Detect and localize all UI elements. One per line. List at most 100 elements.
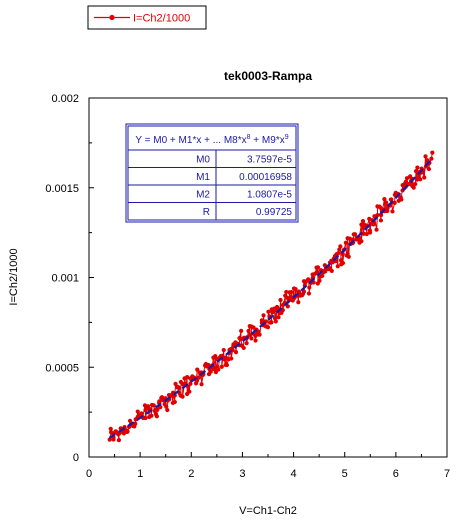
data-point <box>423 154 428 159</box>
data-point <box>364 231 369 237</box>
data-point <box>224 362 230 368</box>
fit-curve-line <box>108 158 433 439</box>
data-point <box>307 285 312 290</box>
data-point <box>338 244 343 249</box>
data-point <box>266 309 271 314</box>
data-point <box>257 332 262 337</box>
y-tick-label: 0.002 <box>51 93 79 105</box>
data-point <box>270 310 275 315</box>
data-point <box>241 345 246 351</box>
data-point <box>127 418 133 423</box>
data-point <box>315 269 320 275</box>
data-point <box>244 341 249 346</box>
data-point <box>239 328 244 334</box>
data-point <box>172 399 177 405</box>
data-point <box>276 315 281 320</box>
data-point <box>180 394 185 399</box>
data-point <box>139 411 144 416</box>
data-point <box>343 240 348 245</box>
fit-coef-value: 3.7597e-5 <box>247 155 292 166</box>
data-point <box>206 362 211 368</box>
data-point <box>135 409 140 414</box>
data-point <box>320 273 325 278</box>
y-axis-label: I=Ch2/1000 <box>8 248 20 305</box>
fit-table-inner <box>127 125 297 221</box>
data-point <box>411 185 416 190</box>
data-point <box>375 212 380 218</box>
data-point <box>340 260 346 266</box>
data-point <box>317 278 322 283</box>
data-point <box>116 438 122 443</box>
data-point <box>404 176 410 181</box>
data-point <box>211 366 216 372</box>
data-point <box>418 177 423 182</box>
data-point <box>246 328 251 334</box>
data-point <box>360 218 366 224</box>
data-point <box>269 320 274 325</box>
data-point <box>426 166 432 172</box>
data-point <box>273 319 278 324</box>
data-point <box>219 364 224 369</box>
data-point <box>284 289 289 295</box>
data-point <box>415 165 420 170</box>
data-point <box>229 356 234 361</box>
data-point <box>429 156 434 161</box>
data-point <box>151 403 156 408</box>
legend-label: I=Ch2/1000 <box>133 13 190 25</box>
data-point <box>195 367 200 372</box>
data-point <box>121 431 127 436</box>
data-point <box>199 382 204 387</box>
x-axis-label: V=Ch1-Ch2 <box>239 505 297 517</box>
data-point <box>337 247 342 252</box>
fit-coef-name: M0 <box>196 155 210 166</box>
data-point <box>392 200 397 205</box>
fit-results-table: Y = M0 + M1*x + ... M8*x8 + M9*x9 M0 3.7… <box>125 123 299 223</box>
y-tick-label: 0 <box>73 452 79 464</box>
fit-coef-name: M1 <box>196 172 210 183</box>
data-point <box>378 213 384 218</box>
data-point <box>154 414 159 419</box>
data-point <box>367 230 373 235</box>
data-point <box>116 431 122 436</box>
fit-coef-value: 1.0807e-5 <box>247 190 292 201</box>
data-point <box>187 389 192 394</box>
data-point <box>213 354 218 359</box>
data-point <box>272 316 278 321</box>
data-point <box>251 325 256 330</box>
y-axis: 0 0.0005 0.001 0.0015 0.002 <box>45 93 94 464</box>
data-point <box>293 287 298 292</box>
data-point <box>125 429 130 434</box>
data-point <box>361 231 366 236</box>
fit-equation: Y = M0 + M1*x + ... M8*x8 + M9*x9 <box>135 134 288 146</box>
data-point <box>383 200 389 205</box>
data-point <box>374 227 379 232</box>
data-point <box>327 265 332 271</box>
y-tick-label: 0.001 <box>51 273 79 285</box>
x-axis: 0 1 2 3 4 5 6 7 <box>86 452 450 480</box>
data-point <box>233 350 239 355</box>
data-point <box>188 381 193 386</box>
data-point <box>371 222 376 227</box>
data-point <box>329 268 334 273</box>
data-point <box>247 332 253 337</box>
y-tick-label: 0.0015 <box>45 183 79 195</box>
fit-table-outer <box>125 123 299 223</box>
chart-title: tek0003-Rampa <box>224 69 312 83</box>
legend: I=Ch2/1000 <box>87 5 207 30</box>
data-point <box>315 265 321 270</box>
data-point <box>289 289 294 295</box>
x-tick-label: 2 <box>188 468 194 480</box>
data-point <box>390 209 395 214</box>
data-point <box>249 336 254 341</box>
fit-curve <box>108 158 433 439</box>
data-point <box>285 304 290 309</box>
data-point <box>185 374 190 380</box>
data-point <box>253 338 258 343</box>
y-tick-label: 0.0005 <box>45 362 79 374</box>
x-tick-label: 5 <box>342 468 348 480</box>
data-point <box>352 232 358 237</box>
data-point <box>157 399 162 404</box>
data-point <box>173 381 178 386</box>
data-point <box>194 378 200 383</box>
